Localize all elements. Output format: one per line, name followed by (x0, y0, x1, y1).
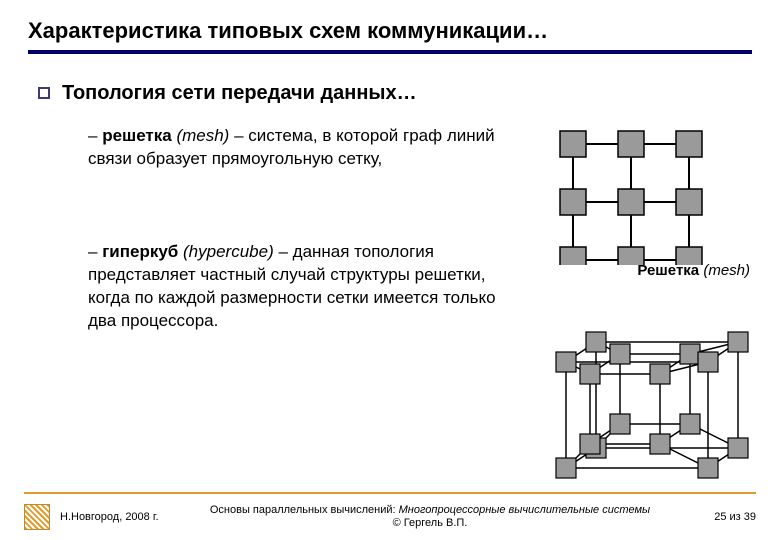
item-mesh-text: – решетка (mesh) – система, в которой гр… (88, 125, 498, 171)
paren: (mesh) (172, 126, 234, 145)
course-prefix: Основы параллельных вычислений: (210, 504, 399, 516)
course-em: Многопроцессорные вычислительные системы (399, 504, 651, 516)
footer-place: Н.Новгород, 2008 г. (60, 511, 159, 523)
dash: – (88, 126, 102, 145)
slide-title: Характеристика типовых схем коммуникации… (28, 18, 752, 44)
hypercube-diagram (540, 318, 750, 488)
subheading-row: Топология сети передачи данных… (38, 82, 752, 105)
caption-paren: (mesh) (699, 262, 750, 279)
footer: Н.Новгород, 2008 г. Основы параллельных … (0, 494, 780, 540)
dash: – (88, 242, 102, 261)
mesh-diagram (550, 125, 750, 270)
footer-left: Н.Новгород, 2008 г. (24, 504, 184, 530)
subheading: Топология сети передачи данных… (62, 82, 417, 105)
footer-center: Основы параллельных вычислений: Многопро… (184, 504, 676, 530)
caption-label: Решетка (637, 262, 699, 279)
title-rule (28, 50, 752, 54)
term: гиперкуб (102, 242, 178, 261)
square-bullet-icon (38, 87, 50, 99)
paren: (hypercube) (178, 242, 278, 261)
logo-icon (24, 504, 50, 530)
term: решетка (102, 126, 172, 145)
mesh-caption: Решетка (mesh) (490, 262, 750, 279)
footer-page: 25 из 39 (676, 511, 756, 523)
copyright: © Гергель В.П. (393, 517, 468, 529)
item-hypercube-text: – гиперкуб (hypercube) – данная топологи… (88, 241, 498, 333)
